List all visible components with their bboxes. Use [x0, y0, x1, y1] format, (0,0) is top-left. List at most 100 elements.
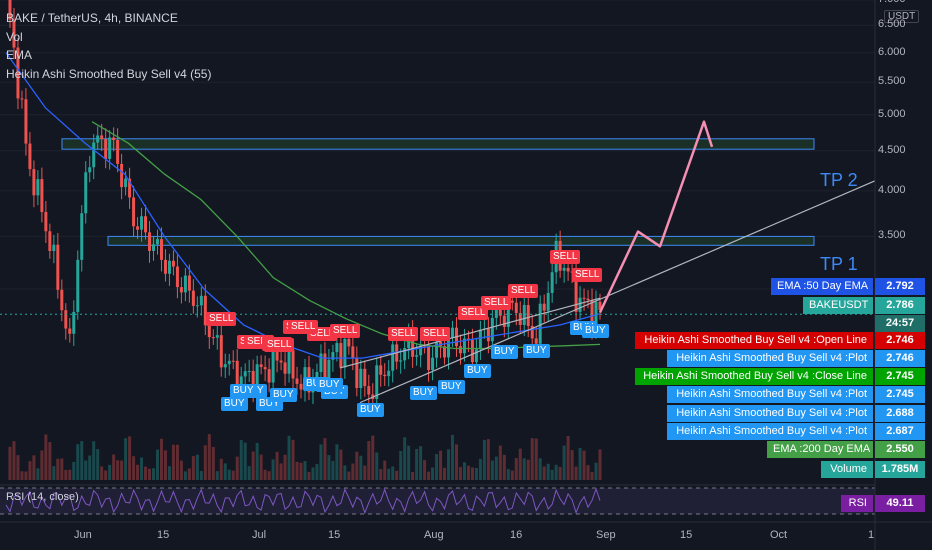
- volume-bar: [195, 454, 199, 480]
- candle-body: [191, 290, 195, 306]
- volume-bar: [415, 448, 419, 480]
- volume-bar: [60, 458, 64, 480]
- candle-body: [215, 335, 219, 338]
- volume-bar: [183, 471, 187, 480]
- volume-bar: [263, 469, 267, 480]
- candle-body: [219, 335, 223, 368]
- volume-bar: [518, 448, 522, 480]
- candle-body: [72, 311, 76, 334]
- candle-body: [207, 325, 211, 338]
- candle-body: [259, 364, 263, 368]
- volume-bar: [275, 451, 279, 480]
- candle-body: [355, 358, 359, 389]
- candle-body: [502, 315, 506, 327]
- volume-bar: [52, 466, 56, 480]
- volume-bar: [454, 444, 458, 480]
- rsi-pane-title[interactable]: RSI (14, close): [6, 491, 79, 503]
- volume-bar: [191, 456, 195, 480]
- candle-body: [458, 346, 462, 354]
- currency-button[interactable]: USDT: [884, 10, 920, 23]
- volume-bar: [307, 471, 311, 480]
- time-axis-label: 15: [328, 529, 341, 541]
- volume-bar: [132, 456, 136, 480]
- candle-body: [167, 260, 171, 274]
- volume-bar: [279, 463, 283, 480]
- volume-bar: [303, 461, 307, 480]
- price-tag-label: Volume: [821, 461, 873, 478]
- candle-body: [243, 371, 247, 377]
- volume-bar: [299, 462, 303, 480]
- volume-bar: [68, 469, 72, 480]
- volume-bar: [219, 458, 223, 480]
- rsi-line: [5, 487, 601, 515]
- volume-bar: [20, 471, 24, 480]
- candle-body: [227, 360, 231, 365]
- price-tag-value: 2.746: [875, 332, 925, 349]
- volume-bar: [116, 460, 120, 480]
- candle-body: [64, 310, 68, 329]
- indicator-vol[interactable]: Vol: [6, 30, 23, 44]
- candle-body: [140, 216, 144, 230]
- volume-bar: [458, 467, 462, 480]
- candle-body: [255, 364, 259, 393]
- volume-bar: [259, 454, 263, 480]
- buy-signal: BUY: [523, 344, 550, 358]
- candle-body: [199, 295, 203, 306]
- volume-bar: [462, 462, 466, 480]
- volume-bar: [419, 446, 423, 480]
- volume-bar: [494, 456, 498, 480]
- indicator-heikin-ashi[interactable]: Heikin Ashi Smoothed Buy Sell v4 (55): [6, 67, 211, 81]
- candle-body: [287, 349, 291, 374]
- candle-body: [582, 297, 586, 299]
- tp1-label: TP 1: [820, 254, 858, 274]
- volume-bar: [566, 436, 570, 480]
- volume-bar: [486, 439, 490, 480]
- candle-body: [339, 343, 343, 368]
- sell-signal: SELL: [508, 284, 539, 298]
- indicator-ema[interactable]: EMA: [6, 48, 33, 62]
- volume-bar: [447, 449, 451, 480]
- candle-body: [20, 98, 24, 100]
- volume-bar: [355, 451, 359, 480]
- candle-body: [351, 346, 355, 359]
- indicator-heikin-ashi-param: (55): [190, 67, 212, 81]
- candle-body: [136, 226, 140, 230]
- candle-body: [44, 211, 48, 232]
- volume-bar: [450, 434, 454, 480]
- price-axis-label: 6.500: [878, 18, 906, 31]
- candle-body: [538, 303, 542, 344]
- volume-bar: [327, 455, 331, 480]
- candle-body: [211, 337, 215, 339]
- volume-bar: [92, 441, 96, 480]
- volume-bar: [175, 444, 179, 480]
- price-axis-label: 5.500: [878, 75, 906, 88]
- volume-bar: [530, 438, 534, 480]
- volume-bar: [590, 471, 594, 480]
- price-axis-label: 4.000: [878, 183, 906, 196]
- candle-body: [84, 172, 88, 214]
- candle-body: [128, 178, 132, 198]
- candle-body: [574, 272, 578, 312]
- volume-bar: [8, 446, 12, 480]
- volume-bar: [40, 450, 44, 480]
- volume-bar: [56, 458, 60, 480]
- candle-body: [462, 338, 466, 354]
- volume-bar: [482, 439, 486, 480]
- candle-body: [331, 352, 335, 360]
- buy-signal: BUY: [582, 324, 609, 338]
- volume-bar: [498, 445, 502, 480]
- volume-bar: [64, 469, 68, 480]
- time-axis-label: Oct: [770, 529, 788, 541]
- volume-bar: [124, 438, 128, 480]
- rsi-tag-label: RSI: [841, 495, 873, 512]
- volume-bar: [562, 445, 566, 480]
- candle-body: [231, 360, 235, 362]
- volume-bar: [367, 441, 371, 480]
- volume-bar: [558, 466, 562, 480]
- volume-bar: [72, 461, 76, 480]
- candle-body: [223, 364, 227, 368]
- volume-bar: [239, 440, 243, 480]
- price-tag-label: BAKEUSDT: [803, 297, 873, 314]
